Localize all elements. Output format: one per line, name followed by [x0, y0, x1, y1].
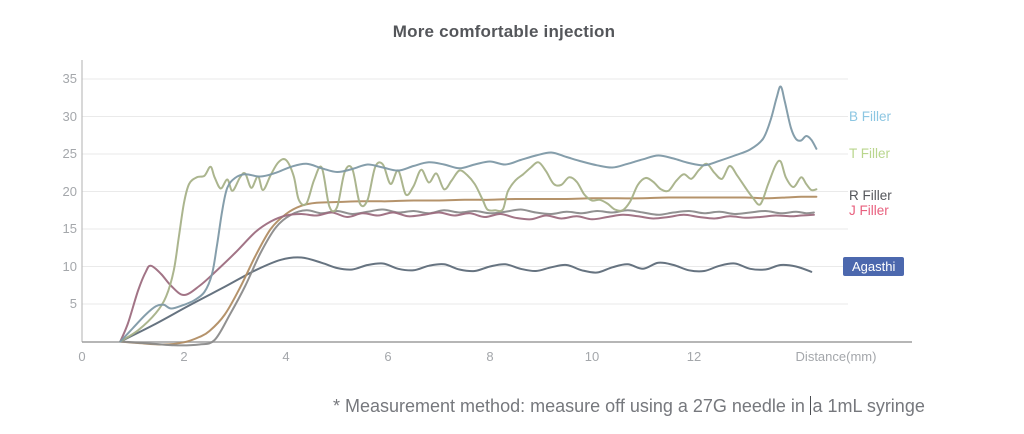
y-tick-label-5: 5: [69, 296, 77, 311]
x-tick-label-8: 8: [486, 349, 494, 364]
x-tick-label-2: 2: [180, 349, 188, 364]
series-line-agasthi: [119, 256, 813, 343]
footnote-text-before-caret: * Measurement method: measure off using …: [333, 396, 805, 416]
chart-title: More comfortable injection: [392, 22, 616, 41]
series-line-extra-smooth: [119, 195, 818, 346]
legend-label-j-filler: J Filler: [849, 203, 889, 218]
x-tick-label-10: 10: [584, 349, 600, 364]
y-tick-label-10: 10: [62, 258, 77, 274]
x-tick-label-6: 6: [384, 349, 392, 364]
x-tick-label-4: 4: [282, 349, 290, 364]
legend-label-r-filler: R Filler: [849, 188, 892, 203]
series-line-j-filler: [119, 211, 815, 343]
series-line-t-filler: [119, 158, 818, 343]
y-tick-label-15: 15: [62, 221, 77, 236]
y-tick-label-25: 25: [62, 146, 77, 161]
legend-label-t-filler: T Filler: [849, 146, 891, 161]
x-axis-title: Distance(mm): [795, 349, 877, 364]
footnote: * Measurement method: measure off using …: [333, 396, 925, 417]
footnote-text-after-caret: a 1mL syringe: [812, 396, 925, 416]
series-line-r-filler: [119, 208, 815, 347]
x-tick-label-0: 0: [78, 349, 86, 364]
legend-label-b-filler: B Filler: [849, 108, 892, 124]
series-line-b-filler: [119, 85, 818, 343]
y-tick-label-30: 30: [62, 108, 77, 124]
y-tick-label-35: 35: [62, 71, 77, 86]
legend-label-agasthi: Agasthi: [843, 257, 905, 276]
x-tick-label-12: 12: [686, 349, 702, 364]
text-cursor-caret: [809, 396, 812, 415]
y-tick-label-20: 20: [62, 183, 77, 199]
